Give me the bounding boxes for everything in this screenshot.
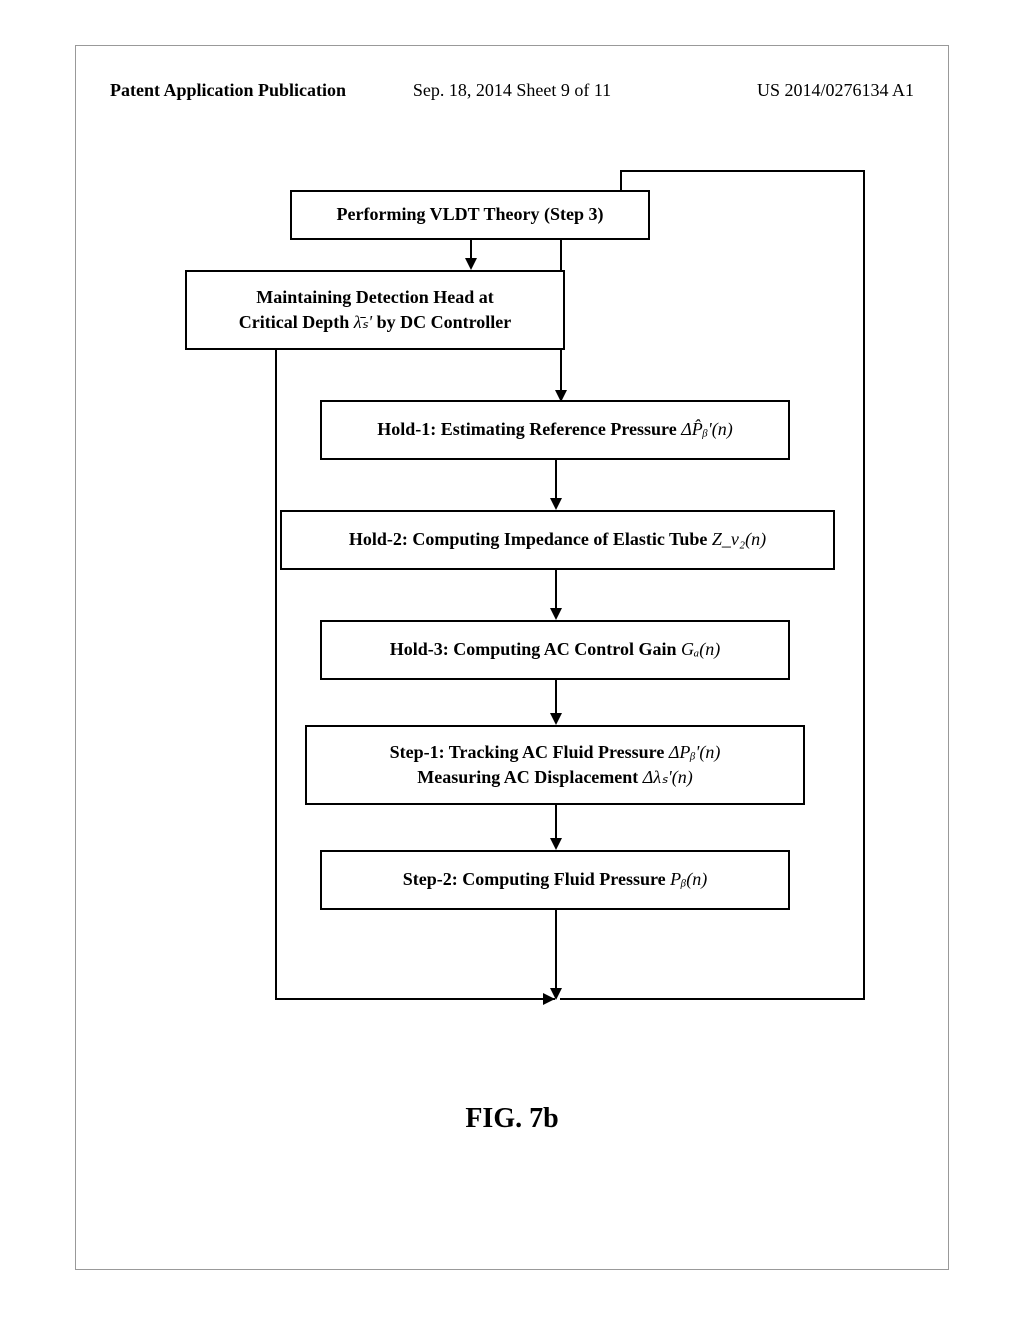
arrow-step1-head [550, 838, 562, 850]
arrow-step2-down [555, 910, 557, 990]
hold1-prefix: Hold-1: Estimating Reference Pressure [377, 419, 681, 439]
step1-l1-var: ΔPᵦ'(n) [669, 742, 721, 762]
hold1-var: ΔP̂ᵦ'(n) [681, 419, 733, 439]
box-hold1: Hold-1: Estimating Reference Pressure ΔP… [320, 400, 790, 460]
step2-var: Pᵦ(n) [670, 869, 707, 889]
maintain-suffix: by DC Controller [372, 312, 511, 332]
step1-l1-prefix: Step-1: Tracking AC Fluid Pressure [390, 742, 669, 762]
hold2-content: Hold-2: Computing Impedance of Elastic T… [349, 527, 766, 552]
arrow-step3-head [465, 258, 477, 270]
hold1-content: Hold-1: Estimating Reference Pressure ΔP… [377, 417, 732, 442]
line-maintain-down [275, 350, 277, 1000]
arrow-hold2-down [555, 570, 557, 610]
hold2-var: Z_v₂(n) [712, 529, 766, 549]
arrow-step3-down [470, 240, 472, 260]
arrow-step1-down [555, 805, 557, 840]
box-hold3: Hold-3: Computing AC Control Gain Gₐ(n) [320, 620, 790, 680]
hold3-prefix: Hold-3: Computing AC Control Gain [390, 639, 681, 659]
line-bottom-right [560, 998, 865, 1000]
step1-l2-var: Δλₛ'(n) [643, 767, 693, 787]
arrow-hold1-head [550, 498, 562, 510]
header-center: Sep. 18, 2014 Sheet 9 of 11 [413, 80, 611, 101]
hold3-content: Hold-3: Computing AC Control Gain Gₐ(n) [390, 637, 720, 662]
arrow-hold1-down [555, 460, 557, 500]
page-header: Patent Application Publication Sep. 18, … [0, 80, 1024, 101]
arrow-loop-top [620, 170, 865, 172]
box-step3: Performing VLDT Theory (Step 3) [290, 190, 650, 240]
arrow-into-step3 [620, 170, 622, 190]
step2-content: Step-2: Computing Fluid Pressure Pᵦ(n) [403, 867, 707, 892]
flowchart-diagram: Performing VLDT Theory (Step 3) Maintain… [0, 170, 1024, 1070]
box-step1: Step-1: Tracking AC Fluid Pressure ΔPᵦ'(… [305, 725, 805, 805]
box-maintain-line1: Maintaining Detection Head at [256, 285, 493, 310]
arrow-bottom-left-head [543, 993, 555, 1005]
box-hold2: Hold-2: Computing Impedance of Elastic T… [280, 510, 835, 570]
box-step3-text: Performing VLDT Theory (Step 3) [337, 202, 604, 227]
step1-line1: Step-1: Tracking AC Fluid Pressure ΔPᵦ'(… [390, 740, 721, 765]
box-maintain-line2: Critical Depth λ̄ₛ' by DC Controller [239, 310, 512, 335]
arrow-hold3-head [550, 713, 562, 725]
arrow-hold3-down [555, 680, 557, 715]
step1-l2-prefix: Measuring AC Displacement [417, 767, 642, 787]
arrow-hold2-head [550, 608, 562, 620]
hold2-prefix: Hold-2: Computing Impedance of Elastic T… [349, 529, 712, 549]
maintain-prefix: Critical Depth [239, 312, 354, 332]
arrow-loop-right [863, 170, 865, 1000]
box-maintain: Maintaining Detection Head at Critical D… [185, 270, 565, 350]
header-left: Patent Application Publication [110, 80, 346, 100]
step1-line2: Measuring AC Displacement Δλₛ'(n) [417, 765, 692, 790]
hold3-var: Gₐ(n) [681, 639, 720, 659]
header-right: US 2014/0276134 A1 [757, 80, 914, 101]
step2-prefix: Step-2: Computing Fluid Pressure [403, 869, 670, 889]
figure-label: FIG. 7b [0, 1103, 1024, 1135]
maintain-var: λ̄ₛ' [354, 312, 372, 332]
box-step2: Step-2: Computing Fluid Pressure Pᵦ(n) [320, 850, 790, 910]
line-bottom-left [275, 998, 555, 1000]
